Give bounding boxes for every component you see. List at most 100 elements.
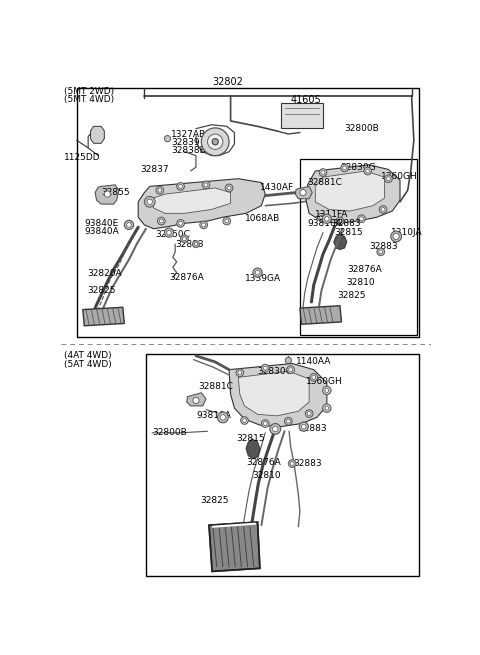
Circle shape [144, 196, 155, 207]
Polygon shape [229, 364, 327, 426]
Text: 1339GA: 1339GA [244, 274, 281, 284]
Circle shape [341, 164, 348, 172]
Polygon shape [154, 188, 230, 214]
Circle shape [381, 208, 385, 212]
Circle shape [159, 219, 163, 223]
Text: 32876A: 32876A [348, 265, 383, 274]
Circle shape [217, 412, 228, 422]
Circle shape [299, 422, 308, 431]
Circle shape [157, 217, 165, 225]
Circle shape [194, 242, 197, 246]
Circle shape [364, 167, 372, 175]
Circle shape [320, 215, 324, 219]
Circle shape [379, 206, 387, 214]
Text: 41605: 41605 [291, 95, 322, 105]
Polygon shape [246, 439, 260, 459]
Circle shape [325, 406, 329, 410]
Circle shape [164, 136, 170, 141]
Circle shape [225, 219, 228, 223]
Text: 32883: 32883 [332, 219, 361, 228]
Text: 1068AB: 1068AB [244, 214, 280, 223]
Bar [77, 88, 419, 337]
Text: 32838B: 32838B [171, 147, 206, 155]
Circle shape [325, 388, 329, 392]
Bar [146, 354, 419, 576]
Circle shape [164, 228, 174, 237]
Circle shape [323, 386, 331, 395]
Text: 32883: 32883 [294, 459, 323, 468]
Polygon shape [300, 306, 341, 324]
Text: 32876A: 32876A [246, 458, 281, 466]
Circle shape [158, 189, 162, 192]
Circle shape [242, 419, 246, 422]
Text: 32855: 32855 [101, 188, 130, 197]
Circle shape [177, 183, 184, 190]
Text: 1310JA: 1310JA [391, 228, 422, 237]
Circle shape [300, 189, 306, 196]
Circle shape [156, 187, 164, 194]
Circle shape [223, 217, 230, 225]
Circle shape [386, 177, 390, 181]
Circle shape [319, 169, 327, 176]
Circle shape [393, 233, 399, 240]
Circle shape [379, 250, 383, 253]
Circle shape [289, 367, 293, 371]
Circle shape [182, 237, 186, 240]
Circle shape [192, 240, 199, 248]
Text: 32825: 32825 [337, 291, 365, 300]
Circle shape [124, 220, 133, 229]
Text: 32825: 32825 [87, 286, 116, 295]
Circle shape [322, 214, 332, 223]
Polygon shape [238, 371, 309, 416]
Text: 32800B: 32800B [345, 124, 379, 133]
Circle shape [104, 191, 110, 197]
Text: (5MT 4WD): (5MT 4WD) [63, 95, 114, 104]
Circle shape [147, 199, 153, 204]
Text: 32810: 32810 [252, 472, 281, 480]
Polygon shape [315, 171, 384, 211]
Circle shape [290, 462, 294, 466]
Circle shape [167, 231, 171, 235]
Circle shape [305, 409, 313, 417]
Text: 32881C: 32881C [308, 178, 342, 187]
Text: 1360GH: 1360GH [381, 172, 418, 181]
Circle shape [336, 217, 344, 225]
Text: 32825: 32825 [200, 496, 228, 505]
Circle shape [384, 175, 392, 183]
Text: 32881C: 32881C [198, 382, 233, 391]
Circle shape [262, 420, 269, 428]
Circle shape [238, 371, 242, 375]
Circle shape [360, 217, 363, 221]
Circle shape [264, 422, 267, 426]
Polygon shape [138, 179, 265, 229]
Text: 32802: 32802 [212, 77, 243, 88]
Circle shape [287, 365, 295, 373]
Circle shape [264, 366, 267, 370]
Text: 32850C: 32850C [155, 230, 190, 238]
Circle shape [227, 186, 231, 190]
Text: 32815: 32815 [335, 228, 363, 237]
Circle shape [285, 417, 292, 425]
Circle shape [287, 419, 290, 423]
Circle shape [201, 128, 229, 156]
Text: 32815: 32815 [237, 434, 265, 443]
Text: 32810: 32810 [346, 278, 375, 287]
Circle shape [324, 216, 329, 221]
Circle shape [391, 231, 402, 242]
Circle shape [202, 181, 210, 189]
Circle shape [236, 369, 244, 377]
Circle shape [220, 415, 226, 420]
Circle shape [288, 460, 296, 468]
Polygon shape [295, 187, 312, 198]
Text: 32830G: 32830G [258, 367, 293, 376]
Circle shape [338, 219, 342, 223]
Circle shape [240, 417, 248, 424]
Circle shape [321, 170, 325, 174]
Circle shape [301, 424, 306, 429]
Text: 93840E: 93840E [84, 219, 119, 228]
Bar [281, 103, 323, 128]
Bar [300, 159, 417, 335]
Circle shape [377, 248, 384, 255]
Circle shape [255, 271, 260, 275]
Circle shape [212, 139, 218, 145]
